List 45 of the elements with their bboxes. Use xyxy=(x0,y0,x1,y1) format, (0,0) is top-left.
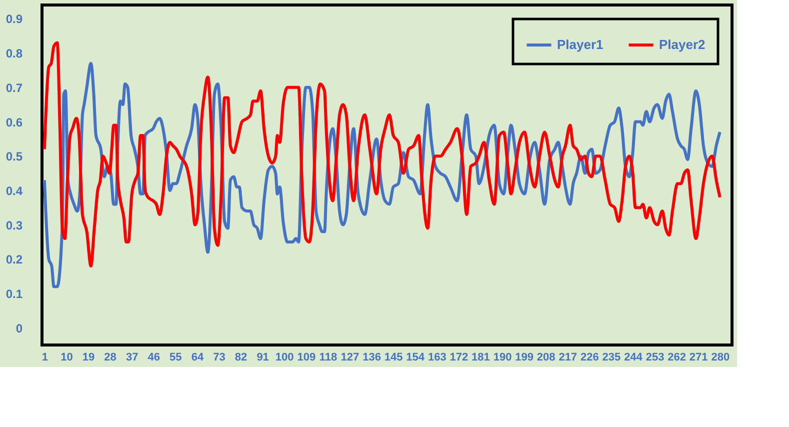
y-tick-label: 0.8 xyxy=(6,46,23,61)
legend-label: Player1 xyxy=(557,37,604,52)
x-tick-label: 271 xyxy=(689,352,708,364)
x-tick-label: 181 xyxy=(472,352,490,364)
x-tick-label: 145 xyxy=(384,352,403,364)
x-tick-label: 136 xyxy=(362,352,381,364)
x-tick-label: 109 xyxy=(297,352,316,364)
y-tick-label: 0.9 xyxy=(6,12,23,26)
y-tick-label: 0 xyxy=(16,321,23,336)
x-tick-label: 253 xyxy=(646,352,664,364)
y-tick-label: 0.6 xyxy=(6,115,23,130)
x-tick-label: 244 xyxy=(624,352,644,364)
x-tick-label: 10 xyxy=(60,352,73,364)
x-tick-label: 127 xyxy=(340,352,360,364)
x-tick-label: 262 xyxy=(668,352,686,364)
x-tick-label: 280 xyxy=(711,352,730,364)
x-tick-label: 91 xyxy=(256,352,269,364)
y-tick-label: 0.4 xyxy=(6,184,23,198)
x-tick-label: 100 xyxy=(275,352,294,364)
x-tick-label: 19 xyxy=(82,352,95,364)
x-tick-label: 190 xyxy=(493,352,512,364)
x-tick-label: 208 xyxy=(536,352,556,364)
x-tick-label: 64 xyxy=(191,352,204,364)
x-tick-label: 199 xyxy=(515,352,534,364)
legend-label: Player2 xyxy=(659,37,706,52)
x-tick-label: 1 xyxy=(42,352,48,364)
x-tick-label: 226 xyxy=(580,352,599,364)
x-tick-label: 82 xyxy=(234,352,248,364)
y-tick-label: 0.7 xyxy=(6,80,23,95)
y-tick-label: 0.5 xyxy=(6,150,23,164)
x-tick-label: 118 xyxy=(319,352,338,364)
x-tick-label: 46 xyxy=(148,352,160,364)
y-tick-label: 0.1 xyxy=(6,286,23,301)
x-tick-label: 163 xyxy=(428,352,446,364)
x-tick-label: 37 xyxy=(126,352,138,364)
x-tick-label: 28 xyxy=(104,352,116,364)
line-series xyxy=(42,41,722,268)
x-tick-label: 55 xyxy=(170,352,182,364)
x-tick-label: 217 xyxy=(558,352,578,364)
y-tick-label: 0.2 xyxy=(6,252,23,267)
x-tick-label: 172 xyxy=(450,352,468,364)
x-tick-label: 73 xyxy=(213,352,226,364)
y-tick-label: 0.3 xyxy=(6,218,23,232)
x-tick-label: 235 xyxy=(602,352,621,364)
x-tick-label: 154 xyxy=(406,352,426,364)
